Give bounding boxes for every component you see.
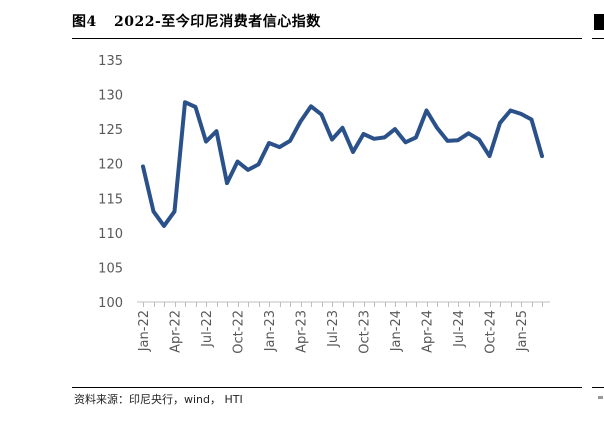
adjacent-figure-top-divider xyxy=(592,38,604,39)
data-point xyxy=(279,146,280,148)
x-tick-labels: Jan-22 Apr-22 Jul-22 Oct-22 Jan-23 Apr-23 Jul-… xyxy=(137,310,530,354)
data-point xyxy=(384,136,385,138)
adjacent-figure-note-fragment xyxy=(598,396,603,399)
x-tick-label: Apr-24 xyxy=(421,310,436,353)
data-point xyxy=(268,142,270,144)
x-tick-label: Jan-22 xyxy=(137,310,152,352)
figure-title: 2022-至今印尼消费者信心指数 xyxy=(114,14,321,30)
data-point xyxy=(520,113,522,115)
figure-label: 图4 xyxy=(72,14,97,30)
y-tick-label: 115 xyxy=(98,192,123,207)
data-point xyxy=(426,110,427,111)
data-point xyxy=(394,128,396,130)
data-point xyxy=(163,225,165,227)
data-point xyxy=(352,151,354,153)
data-point xyxy=(331,139,333,140)
data-point xyxy=(226,182,228,184)
data-point xyxy=(247,169,249,171)
data-point xyxy=(300,121,301,122)
data-point xyxy=(195,106,196,108)
series-lines xyxy=(141,100,544,228)
data-point xyxy=(310,105,312,107)
data-point xyxy=(499,122,501,124)
data-point xyxy=(142,166,144,167)
x-tick-label: Jul-22 xyxy=(200,310,215,348)
y-tick-labels: 100 105 110 115 120 125 130 135 xyxy=(98,54,123,311)
data-point xyxy=(184,101,186,103)
x-tick-label: Apr-23 xyxy=(295,310,310,353)
y-tick-label: 125 xyxy=(98,123,123,138)
data-point xyxy=(436,127,438,129)
x-tick-label: Jul-24 xyxy=(452,310,467,348)
y-tick-label: 135 xyxy=(98,54,123,69)
data-point xyxy=(216,130,217,132)
data-point xyxy=(373,138,375,140)
data-point xyxy=(153,210,154,212)
data-point xyxy=(405,141,406,143)
data-point xyxy=(468,132,469,134)
data-point xyxy=(174,210,175,212)
y-tick-label: 110 xyxy=(98,227,123,242)
data-point xyxy=(457,139,459,141)
series-line xyxy=(141,100,544,228)
data-point xyxy=(447,140,448,142)
adjacent-figure-bottom-divider xyxy=(592,387,604,388)
bottom-divider xyxy=(72,387,582,388)
data-point xyxy=(510,110,511,111)
figure-title-row: 图4 2022-至今印尼消费者信心指数 xyxy=(72,6,592,34)
data-point xyxy=(342,127,343,129)
top-divider xyxy=(72,38,582,39)
data-point xyxy=(205,141,207,143)
source-note: 资料来源：印尼央行，wind， HTI xyxy=(74,393,243,406)
data-point xyxy=(531,119,532,120)
data-point xyxy=(289,140,291,142)
x-tick-label: Oct-22 xyxy=(232,310,247,354)
data-point xyxy=(415,136,417,138)
y-tick-label: 105 xyxy=(98,261,123,276)
adjacent-figure-label-fragment xyxy=(594,14,604,30)
data-point xyxy=(237,161,238,163)
data-point xyxy=(363,133,364,135)
chart-axes xyxy=(137,301,550,307)
x-tick-label: Apr-22 xyxy=(169,310,184,353)
x-tick-label: Jan-25 xyxy=(515,310,530,352)
x-tick-label: Jan-23 xyxy=(263,310,278,352)
data-point xyxy=(541,155,543,157)
x-tick-label: Jul-23 xyxy=(326,310,341,348)
y-tick-label: 120 xyxy=(98,158,123,173)
x-tick-label: Oct-24 xyxy=(484,310,499,354)
x-tick-label: Oct-23 xyxy=(358,310,373,354)
y-tick-label: 130 xyxy=(98,89,123,104)
data-point xyxy=(478,139,480,140)
data-point xyxy=(489,155,490,157)
x-tick-label: Jan-24 xyxy=(389,310,404,352)
data-point xyxy=(321,114,322,116)
data-point xyxy=(258,163,259,165)
y-tick-label: 100 xyxy=(98,296,123,311)
